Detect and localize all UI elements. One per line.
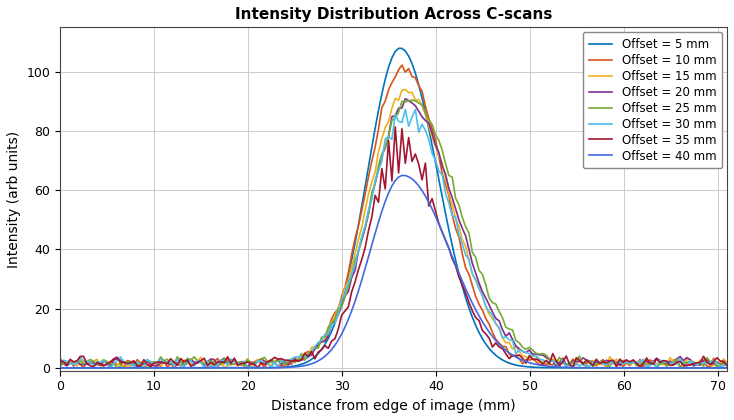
Offset = 40 mm [669,365,677,370]
Offset = 15 mm [96,363,105,368]
Offset = 15 mm [723,361,732,366]
Offset = 25 mm [56,363,65,368]
Offset = 35 mm [96,362,105,367]
Offset = 5 mm [56,365,65,370]
Offset = 20 mm [723,363,732,368]
Legend: Offset = 5 mm, Offset = 10 mm, Offset = 15 mm, Offset = 20 mm, Offset = 25 mm, O: Offset = 5 mm, Offset = 10 mm, Offset = … [583,32,722,168]
Offset = 25 mm [723,360,732,365]
Offset = 10 mm [696,363,705,368]
Offset = 10 mm [56,355,65,360]
Line: Offset = 25 mm: Offset = 25 mm [60,100,727,368]
Offset = 30 mm [723,361,732,366]
Offset = 35 mm [390,124,399,129]
Offset = 25 mm [669,362,677,367]
Offset = 10 mm [723,360,732,365]
Offset = 35 mm [672,360,681,365]
Offset = 15 mm [672,357,681,362]
Offset = 35 mm [180,359,189,364]
Offset = 40 mm [723,365,732,370]
Offset = 15 mm [696,357,705,362]
Offset = 35 mm [56,358,65,363]
Line: Offset = 30 mm: Offset = 30 mm [60,109,727,368]
Line: Offset = 40 mm: Offset = 40 mm [60,176,727,368]
Offset = 30 mm [56,360,65,365]
Offset = 35 mm [696,360,705,365]
Offset = 35 mm [82,361,91,366]
Line: Offset = 10 mm: Offset = 10 mm [60,65,727,368]
Title: Intensity Distribution Across C-scans: Intensity Distribution Across C-scans [235,7,552,22]
Line: Offset = 15 mm: Offset = 15 mm [60,89,727,368]
Offset = 35 mm [253,365,262,370]
Offset = 5 mm [96,365,105,370]
Offset = 40 mm [96,365,105,370]
Offset = 25 mm [233,360,242,365]
Offset = 30 mm [106,365,115,370]
Offset = 10 mm [398,63,407,68]
Offset = 30 mm [183,361,192,366]
Offset = 5 mm [692,365,701,370]
Offset = 20 mm [56,360,65,365]
Offset = 10 mm [236,362,245,368]
Offset = 20 mm [133,365,142,370]
Offset = 30 mm [696,360,705,365]
Offset = 15 mm [236,360,245,365]
Offset = 40 mm [82,365,91,370]
Offset = 25 mm [180,364,189,369]
Line: Offset = 20 mm: Offset = 20 mm [60,99,727,368]
Offset = 25 mm [696,360,705,365]
Offset = 5 mm [180,365,189,370]
Offset = 5 mm [233,365,242,370]
Offset = 20 mm [236,359,245,364]
Offset = 25 mm [407,97,416,102]
Offset = 30 mm [236,361,245,366]
Offset = 35 mm [233,363,242,368]
Offset = 20 mm [401,96,410,101]
Offset = 10 mm [82,359,91,364]
Offset = 25 mm [96,360,105,365]
Offset = 15 mm [120,365,128,370]
Offset = 35 mm [723,363,732,368]
Offset = 30 mm [401,107,410,112]
Offset = 5 mm [82,365,91,370]
Offset = 10 mm [96,360,105,365]
Offset = 20 mm [183,360,192,365]
Offset = 30 mm [96,360,105,365]
Offset = 5 mm [723,365,732,370]
Offset = 15 mm [183,361,192,366]
Offset = 15 mm [401,87,410,92]
Offset = 10 mm [672,357,681,362]
Offset = 10 mm [139,365,148,370]
Y-axis label: Intensity (arb units): Intensity (arb units) [7,131,21,268]
Offset = 15 mm [82,360,91,365]
Offset = 10 mm [183,357,192,362]
Offset = 5 mm [669,365,677,370]
Offset = 40 mm [692,365,701,370]
Offset = 20 mm [672,357,681,362]
Offset = 20 mm [696,362,705,368]
Offset = 25 mm [82,359,91,364]
Offset = 40 mm [233,365,242,370]
Offset = 30 mm [672,362,681,367]
Offset = 40 mm [398,173,407,178]
Offset = 30 mm [82,360,91,365]
Line: Offset = 35 mm: Offset = 35 mm [60,127,727,368]
Offset = 20 mm [82,362,91,367]
Offset = 40 mm [56,365,65,370]
Offset = 25 mm [676,365,685,370]
Offset = 5 mm [394,46,403,51]
Line: Offset = 5 mm: Offset = 5 mm [60,48,727,368]
Offset = 20 mm [96,362,105,368]
Offset = 15 mm [56,362,65,367]
Offset = 40 mm [180,365,189,370]
X-axis label: Distance from edge of image (mm): Distance from edge of image (mm) [272,399,516,413]
